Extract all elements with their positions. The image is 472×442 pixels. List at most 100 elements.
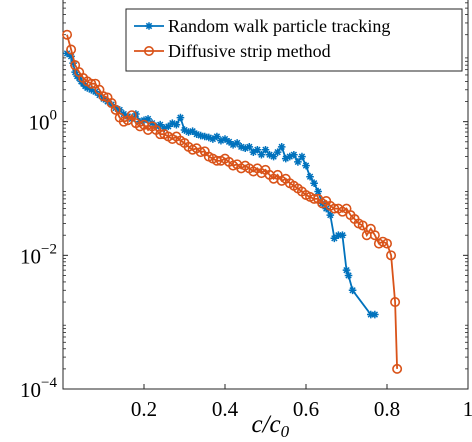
data-point-asterisk [69, 59, 77, 67]
x-axis-label-subscript: 0 [281, 422, 290, 441]
data-point-asterisk [172, 120, 181, 129]
data-point-circle [110, 104, 121, 115]
y-tick-label-exponent: −4 [41, 375, 57, 391]
data-point-asterisk [111, 104, 120, 112]
legend-box [125, 8, 463, 72]
data-point-asterisk [67, 52, 75, 61]
legend-item: Random walk particle tracking [134, 16, 390, 36]
y-tick-label-exponent: 0 [50, 108, 58, 124]
data-point-asterisk [145, 22, 153, 30]
x-tick-label: 1 [463, 397, 472, 421]
data-point-asterisk [334, 231, 343, 240]
data-point-asterisk [265, 150, 274, 159]
series-layer [62, 29, 403, 374]
data-point-asterisk [176, 113, 185, 122]
y-tick-label: 102 [29, 0, 58, 1]
data-point-asterisk [164, 122, 173, 131]
data-point-asterisk [225, 137, 233, 146]
data-point-asterisk [196, 131, 205, 140]
y-tick-label-base: 10 [29, 0, 50, 1]
series-2 [62, 29, 403, 374]
data-point-asterisk [273, 148, 282, 156]
data-point-asterisk [269, 152, 278, 161]
legend-item: Diffusive strip method [134, 41, 331, 61]
legend-label: Random walk particle tracking [168, 16, 390, 36]
series-1 [63, 49, 379, 319]
data-point-asterisk [306, 172, 314, 181]
y-tick-label-base: 10 [20, 244, 41, 268]
data-point-asterisk [277, 143, 286, 151]
data-point-asterisk [281, 154, 290, 163]
x-tick-label: 0.2 [131, 397, 157, 421]
data-point-asterisk [298, 152, 306, 161]
data-point-asterisk [229, 141, 237, 149]
data-point-asterisk [87, 85, 96, 94]
data-point-asterisk [160, 124, 169, 132]
data-point-asterisk [192, 130, 201, 138]
data-point-circle [392, 363, 403, 374]
axes-frame [62, 0, 469, 390]
data-point-circle [309, 193, 320, 204]
data-point-asterisk [188, 127, 197, 136]
data-point-asterisk [119, 110, 128, 118]
data-point-asterisk [326, 211, 335, 219]
data-point-asterisk [148, 119, 156, 127]
data-point-asterisk [83, 84, 92, 92]
data-point-circle [357, 220, 368, 231]
legend: Random walk particle tracking Diffusive s… [125, 8, 463, 72]
data-point-asterisk [237, 143, 245, 151]
data-point-asterisk [338, 231, 347, 240]
data-point-asterisk [180, 126, 189, 134]
data-point-asterisk [249, 148, 258, 156]
data-point-circle [62, 29, 73, 40]
data-point-asterisk [200, 132, 209, 141]
x-tick-label: 0.6 [293, 397, 319, 421]
data-point-asterisk [205, 133, 213, 142]
data-point-asterisk [302, 161, 310, 170]
x-tick-label: 0.8 [374, 397, 400, 421]
data-point-circle [386, 250, 397, 261]
data-point-circle [86, 78, 97, 89]
data-point-asterisk [156, 120, 164, 129]
y-tick-label: 100 [29, 108, 58, 135]
data-point-asterisk [294, 158, 302, 166]
data-point-asterisk [371, 310, 379, 319]
data-point-asterisk [241, 144, 250, 153]
data-point-asterisk [213, 132, 221, 141]
x-axis-label: c/c0 [252, 411, 290, 441]
y-tick-label-base: 10 [20, 378, 41, 402]
y-tick-label: 10−2 [20, 241, 57, 268]
data-point-asterisk [286, 152, 294, 161]
data-point-asterisk [344, 271, 353, 280]
data-point-circle [390, 297, 401, 308]
legend-label: Diffusive strip method [168, 41, 331, 61]
data-point-asterisk [261, 145, 270, 154]
data-point-asterisk [330, 234, 339, 243]
series-line [66, 52, 375, 316]
data-point-asterisk [144, 115, 152, 123]
y-tick-label-base: 10 [29, 111, 50, 135]
data-point-asterisk [290, 150, 298, 159]
data-point-circle [144, 45, 155, 56]
data-point-circle [369, 230, 380, 241]
data-point-asterisk [217, 136, 225, 145]
data-point-asterisk [367, 310, 375, 319]
data-point-asterisk [342, 266, 351, 274]
data-point-circle [98, 91, 109, 102]
x-axis-label-text: c/c0 [252, 411, 290, 441]
data-point-circle [66, 44, 77, 55]
y-tick-label: 10−4 [20, 375, 57, 402]
data-point-asterisk [314, 187, 322, 196]
data-point-asterisk [63, 49, 71, 58]
data-point-asterisk [348, 286, 357, 295]
data-point-asterisk [209, 135, 217, 143]
x-tick-label: 0.4 [212, 397, 239, 421]
data-point-circle [126, 110, 137, 121]
data-point-asterisk [257, 150, 266, 159]
data-point-asterisk [253, 145, 262, 154]
data-point-circle [195, 147, 206, 158]
data-point-asterisk [168, 119, 177, 127]
series-line [66, 34, 398, 369]
